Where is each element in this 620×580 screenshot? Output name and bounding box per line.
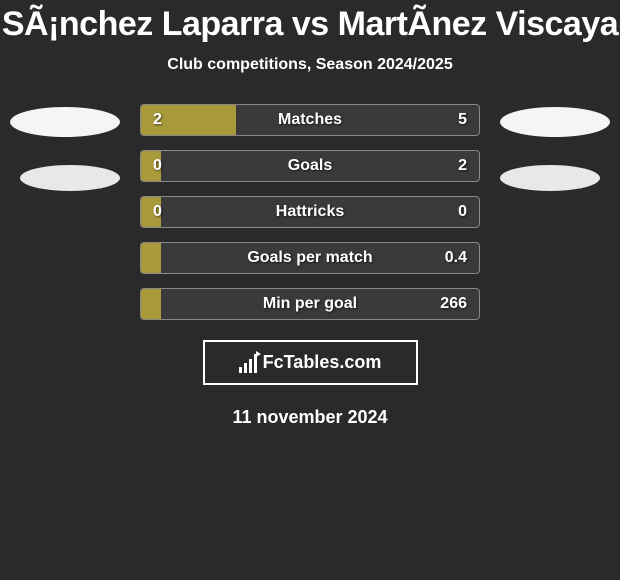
bar-label: Goals <box>288 157 332 175</box>
player1-ellipse-1 <box>10 107 120 137</box>
player2-ellipse-1 <box>500 107 610 137</box>
bar-min-per-goal: Min per goal 266 <box>140 288 480 320</box>
right-avatar-column <box>500 104 610 191</box>
bar-fill <box>141 243 161 273</box>
bar-hattricks: 0 Hattricks 0 <box>140 196 480 228</box>
player2-ellipse-2 <box>500 165 600 191</box>
bar-goals-per-match: Goals per match 0.4 <box>140 242 480 274</box>
bar-goals: 0 Goals 2 <box>140 150 480 182</box>
bar-value-right: 0.4 <box>445 249 467 267</box>
stat-bars: 2 Matches 5 0 Goals 2 0 Hattricks 0 Goal… <box>140 104 480 320</box>
player1-ellipse-2 <box>20 165 120 191</box>
logo-box[interactable]: FcTables.com <box>203 340 418 385</box>
bar-label: Matches <box>278 111 342 129</box>
bar-label: Goals per match <box>247 249 372 267</box>
left-avatar-column <box>10 104 120 191</box>
bar-value-left: 0 <box>153 157 162 175</box>
bar-value-right: 2 <box>458 157 467 175</box>
bar-value-left: 0 <box>153 203 162 221</box>
stats-area: 2 Matches 5 0 Goals 2 0 Hattricks 0 Goal… <box>0 104 620 320</box>
date-label: 11 november 2024 <box>0 407 620 428</box>
bar-value-right: 0 <box>458 203 467 221</box>
bar-value-right: 266 <box>440 295 467 313</box>
bar-value-right: 5 <box>458 111 467 129</box>
bar-value-left: 2 <box>153 111 162 129</box>
bar-label: Min per goal <box>263 295 357 313</box>
bar-label: Hattricks <box>276 203 344 221</box>
bar-matches: 2 Matches 5 <box>140 104 480 136</box>
page-title: SÃ¡nchez Laparra vs MartÃ­nez Viscaya <box>0 5 620 44</box>
stats-card: SÃ¡nchez Laparra vs MartÃ­nez Viscaya Cl… <box>0 0 620 433</box>
bar-fill <box>141 289 161 319</box>
logo-text: FcTables.com <box>263 352 382 373</box>
subtitle: Club competitions, Season 2024/2025 <box>0 56 620 74</box>
bar-chart-icon <box>239 353 257 373</box>
